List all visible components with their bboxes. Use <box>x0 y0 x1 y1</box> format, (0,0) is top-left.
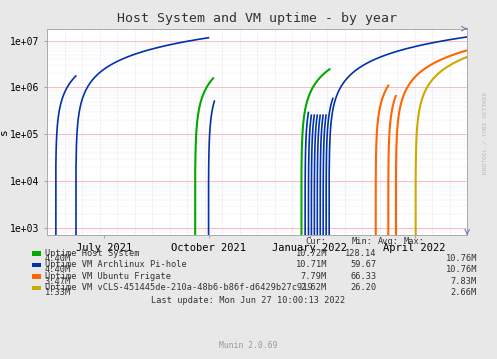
Text: Munin 2.0.69: Munin 2.0.69 <box>219 341 278 350</box>
Text: 2.62M: 2.62M <box>301 283 327 293</box>
Text: 3.47M: 3.47M <box>45 277 71 286</box>
Text: 7.83M: 7.83M <box>451 277 477 286</box>
Text: Last update: Mon Jun 27 10:00:13 2022: Last update: Mon Jun 27 10:00:13 2022 <box>152 297 345 306</box>
Text: Cur:: Cur: <box>306 237 327 246</box>
Text: RRDTOOL / TOBI OETIKER: RRDTOOL / TOBI OETIKER <box>482 92 487 174</box>
Text: 66.33: 66.33 <box>350 272 377 281</box>
Text: 4.40M: 4.40M <box>45 254 71 263</box>
Text: 10.71M: 10.71M <box>296 260 327 270</box>
Text: Uptime VM Ubuntu Frigate: Uptime VM Ubuntu Frigate <box>45 272 171 281</box>
Text: Uptime VM Archlinux Pi-hole: Uptime VM Archlinux Pi-hole <box>45 260 186 270</box>
Text: 10.76M: 10.76M <box>446 265 477 275</box>
Text: Uptime Host System: Uptime Host System <box>45 249 139 258</box>
Text: Min:: Min: <box>352 237 373 246</box>
Text: 2.66M: 2.66M <box>451 288 477 298</box>
Text: 10.72M: 10.72M <box>296 249 327 258</box>
Text: Uptime VM vCLS-451445de-210a-48b6-b86f-d6429b27c919: Uptime VM vCLS-451445de-210a-48b6-b86f-d… <box>45 283 313 293</box>
Text: Avg:: Avg: <box>378 237 399 246</box>
Title: Host System and VM uptime - by year: Host System and VM uptime - by year <box>117 12 397 25</box>
Text: 7.79M: 7.79M <box>301 272 327 281</box>
Y-axis label: s: s <box>0 129 9 135</box>
Text: 4.40M: 4.40M <box>45 265 71 275</box>
Text: 59.67: 59.67 <box>350 260 377 270</box>
Text: 128.14: 128.14 <box>345 249 377 258</box>
Text: Max:: Max: <box>404 237 425 246</box>
Text: 1.33M: 1.33M <box>45 288 71 298</box>
Text: 10.76M: 10.76M <box>446 254 477 263</box>
Text: 26.20: 26.20 <box>350 283 377 293</box>
